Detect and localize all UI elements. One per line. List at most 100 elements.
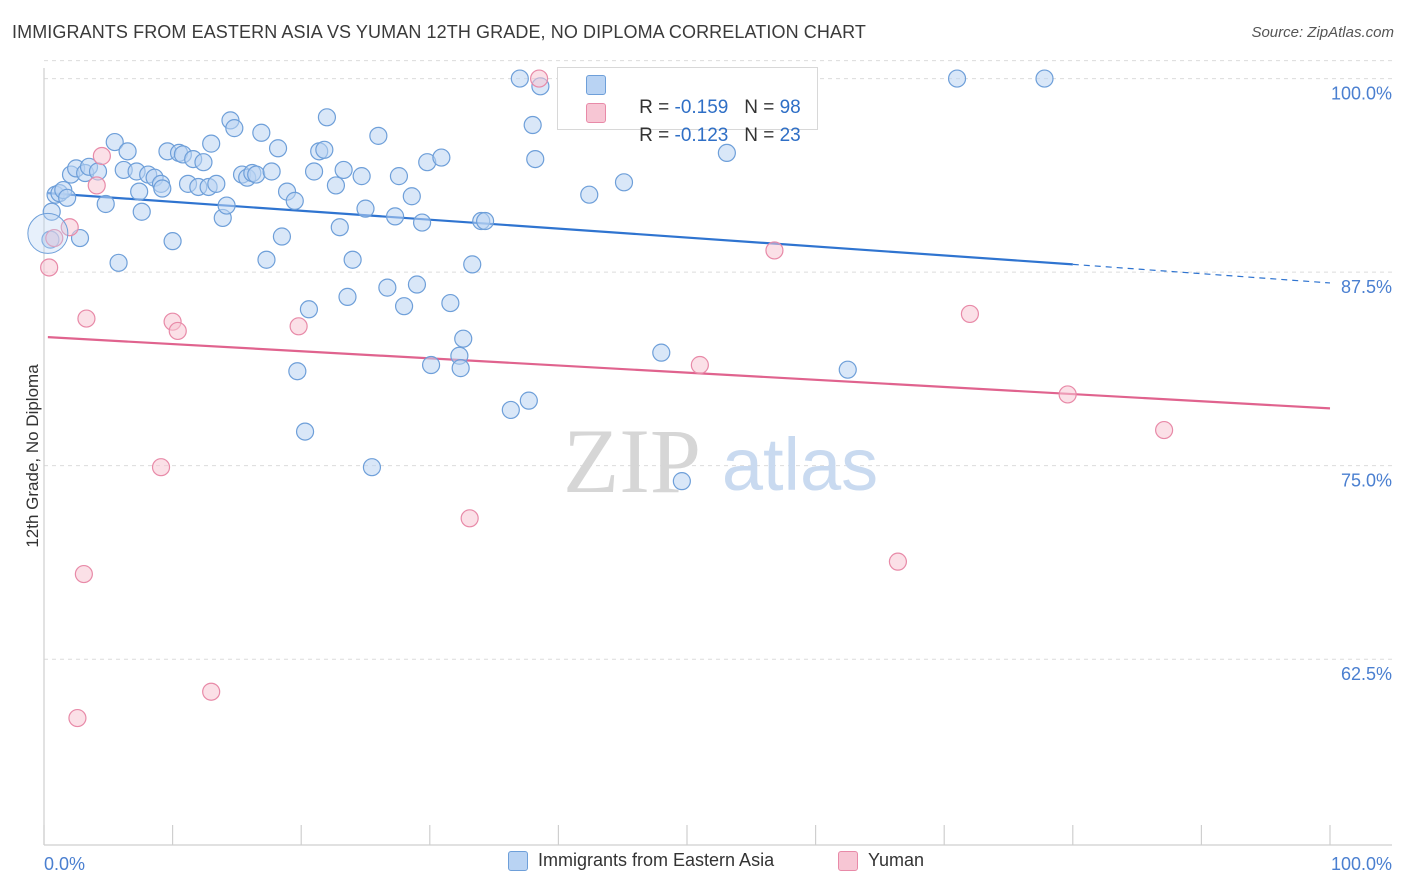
point-eastern-asia <box>352 167 371 186</box>
point-eastern-asia <box>838 360 857 379</box>
point-eastern-asia <box>317 108 337 127</box>
point-eastern-asia <box>451 359 470 378</box>
watermark: ZIP atlas <box>563 410 878 512</box>
point-yuman <box>92 146 111 166</box>
y-tick-label: 100.0% <box>1331 84 1392 104</box>
point-yuman <box>460 509 479 528</box>
data-points <box>27 69 1174 728</box>
stats-n-label: N = <box>744 97 780 118</box>
point-eastern-asia <box>947 69 967 88</box>
point-eastern-asia <box>42 202 61 221</box>
point-eastern-asia <box>96 194 115 214</box>
point-eastern-asia <box>362 458 382 477</box>
stats-n-label: N = <box>744 125 780 146</box>
point-eastern-asia <box>130 182 149 201</box>
y-axis-label: 12th Grade, No Diploma <box>23 364 42 548</box>
point-eastern-asia <box>402 187 421 206</box>
x-tick-label: 0.0% <box>44 854 85 874</box>
point-eastern-asia <box>304 162 324 181</box>
point-eastern-asia <box>295 422 315 441</box>
point-eastern-asia <box>412 213 432 232</box>
stats-r-label: R = <box>639 97 675 118</box>
point-eastern-asia <box>672 472 691 491</box>
point-eastern-asia <box>717 143 736 162</box>
trend-line-yuman <box>47 336 1331 410</box>
point-eastern-asia <box>652 343 671 362</box>
point-yuman <box>1155 420 1174 440</box>
point-yuman <box>202 682 221 701</box>
point-eastern-asia <box>217 196 236 215</box>
bottom-legend: Immigrants from Eastern Asia Yuman <box>0 850 1406 880</box>
point-yuman <box>289 317 308 336</box>
point-eastern-asia <box>268 139 288 158</box>
point-yuman <box>45 228 64 248</box>
point-eastern-asia <box>501 400 520 420</box>
point-eastern-asia <box>252 123 271 142</box>
tick-labels: 100.0% 87.5% 75.0% 62.5% 0.0% 100.0% <box>44 84 1392 874</box>
axes <box>43 68 1392 846</box>
point-yuman <box>168 321 187 341</box>
point-yuman <box>151 458 171 477</box>
y-tick-label: 75.0% <box>1341 471 1392 491</box>
point-eastern-asia <box>523 115 542 135</box>
point-eastern-asia-cluster <box>27 212 69 254</box>
point-yuman <box>888 552 908 571</box>
legend-label-yuman: Yuman <box>868 850 925 870</box>
point-eastern-asia <box>288 362 307 381</box>
point-eastern-asia <box>315 140 334 159</box>
stats-r-label: R = <box>639 125 675 146</box>
stats-legend: R = -0.159 N = 98 R = -0.123 N = 23 <box>557 67 818 146</box>
point-eastern-asia <box>334 160 353 180</box>
point-eastern-asia <box>153 179 172 198</box>
point-eastern-asia <box>285 191 304 210</box>
stats-r-value: -0.123 <box>674 125 729 146</box>
legend-item-yuman[interactable]: Yuman <box>838 850 924 871</box>
point-eastern-asia <box>207 174 226 193</box>
point-eastern-asia <box>105 132 124 152</box>
point-eastern-asia <box>580 185 599 204</box>
point-eastern-asia <box>463 255 482 274</box>
legend-label-eastern-asia: Immigrants from Eastern Asia <box>538 850 775 870</box>
point-yuman <box>74 564 93 584</box>
point-eastern-asia <box>1035 69 1054 88</box>
point-yuman <box>40 258 59 277</box>
legend-item-eastern-asia[interactable]: Immigrants from Eastern Asia <box>508 850 774 871</box>
stats-n-value: 23 <box>779 125 801 146</box>
x-tick-label: 100.0% <box>1331 854 1392 874</box>
point-yuman <box>77 309 96 328</box>
point-yuman <box>68 708 87 728</box>
point-eastern-asia <box>394 297 414 316</box>
y-tick-label: 62.5% <box>1341 664 1392 684</box>
chart-title: IMMIGRANTS FROM EASTERN ASIA VS YUMAN 12… <box>12 22 866 42</box>
point-eastern-asia <box>247 165 266 184</box>
point-eastern-asia <box>338 287 357 306</box>
point-yuman <box>690 355 709 375</box>
trend-lines <box>47 192 1331 410</box>
point-eastern-asia <box>299 300 319 319</box>
point-eastern-asia <box>262 162 281 181</box>
point-eastern-asia <box>225 119 244 138</box>
y-tick-label: 87.5% <box>1341 277 1392 297</box>
point-eastern-asia <box>510 69 529 88</box>
trend-line-eastern-asia-extrapolated <box>1072 263 1331 284</box>
stats-r-value: -0.159 <box>674 97 729 118</box>
point-eastern-asia <box>407 275 427 294</box>
point-eastern-asia <box>356 199 375 218</box>
point-eastern-asia <box>257 250 276 269</box>
watermark-atlas: atlas <box>722 423 878 506</box>
point-eastern-asia <box>526 149 545 169</box>
point-eastern-asia <box>163 232 182 251</box>
point-yuman <box>87 176 106 195</box>
legend-swatch-pink <box>838 850 858 871</box>
point-yuman <box>765 241 784 260</box>
point-eastern-asia <box>118 142 137 161</box>
point-eastern-asia <box>441 293 460 313</box>
point-eastern-asia <box>109 253 128 272</box>
point-eastern-asia <box>272 227 292 246</box>
point-yuman <box>530 69 549 88</box>
point-eastern-asia <box>202 134 221 153</box>
point-eastern-asia <box>369 126 388 145</box>
point-eastern-asia <box>475 211 495 231</box>
point-eastern-asia <box>330 218 349 237</box>
